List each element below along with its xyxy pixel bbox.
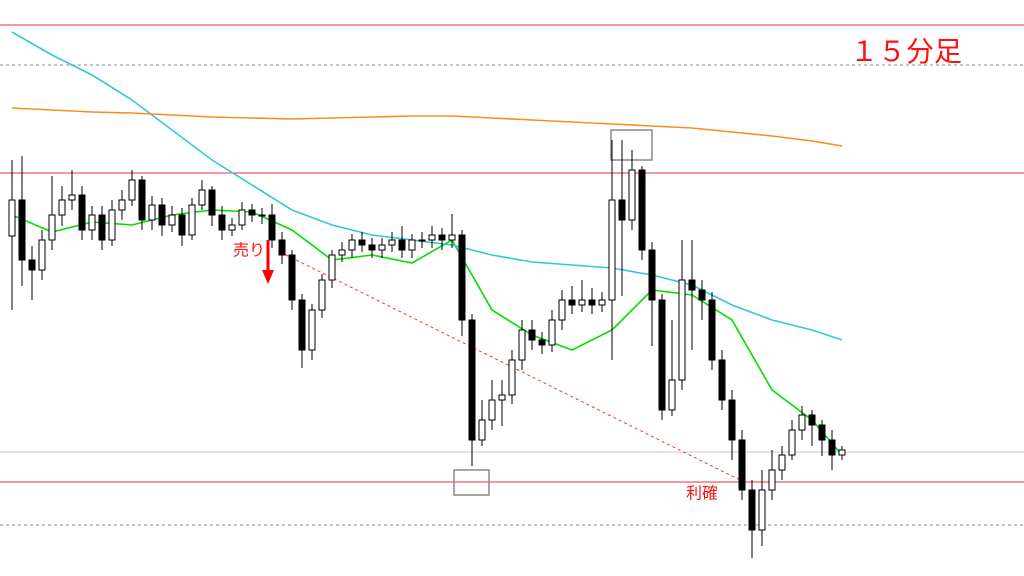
candle-body	[238, 209, 246, 226]
candle-body	[728, 399, 736, 441]
chart-title: １５分足	[850, 35, 962, 68]
candle-body	[708, 299, 716, 361]
candle-body	[498, 394, 506, 401]
candle-body	[138, 179, 146, 221]
candle-body	[88, 214, 96, 231]
moving-average	[11, 31, 843, 341]
candle-body	[558, 299, 566, 321]
candle-body	[778, 454, 786, 471]
candle-body	[188, 204, 196, 236]
levels	[0, 24, 1024, 526]
candle-body	[598, 299, 606, 306]
candle-body	[698, 289, 706, 301]
candle-body	[738, 439, 746, 491]
candle-body	[338, 249, 346, 256]
candle-body	[428, 234, 436, 241]
candle-body	[98, 214, 106, 241]
candle-body	[258, 214, 266, 217]
sell-label: 売り	[233, 241, 265, 260]
candle-body	[68, 194, 76, 201]
candle-body	[618, 199, 626, 221]
candle-body	[378, 244, 386, 251]
candle-body	[638, 169, 646, 251]
candle-body	[488, 399, 496, 421]
candle-body	[298, 299, 306, 351]
candle-body	[608, 199, 616, 301]
candle-body	[648, 249, 656, 301]
candle-body	[578, 299, 586, 306]
candle-body	[468, 319, 476, 441]
candle-body	[198, 189, 206, 206]
candle-body	[818, 424, 826, 441]
candle-body	[18, 199, 26, 261]
candle-body	[758, 489, 766, 531]
candle-body	[448, 234, 456, 241]
candle-body	[208, 189, 216, 216]
candle-body	[478, 419, 486, 441]
candle-body	[678, 279, 686, 381]
candle-body	[828, 439, 836, 456]
candle-body	[718, 359, 726, 401]
candle-body	[408, 239, 416, 251]
candle-body	[398, 239, 406, 251]
candle-body	[368, 244, 376, 251]
candle-body	[218, 214, 226, 231]
candle-body	[118, 199, 126, 211]
candle-body	[568, 299, 576, 306]
candle-body	[658, 299, 666, 411]
candle-body	[278, 239, 286, 256]
candle-body	[788, 429, 796, 456]
candle-body	[268, 214, 276, 241]
candle-body	[538, 339, 546, 346]
candle-body	[838, 449, 846, 456]
candle-body	[748, 489, 756, 531]
candle-body	[148, 204, 156, 221]
candle-body	[798, 414, 806, 431]
candle-body	[668, 379, 676, 411]
candle-body	[548, 319, 556, 346]
candle-body	[388, 239, 396, 246]
moving-averages	[11, 31, 843, 456]
candle-body	[808, 414, 816, 426]
sell-arrow-head	[262, 270, 274, 284]
candle-body	[318, 279, 326, 311]
candle-body	[78, 194, 86, 231]
moving-average	[11, 107, 843, 147]
candle-body	[28, 259, 36, 271]
candle-body	[128, 179, 136, 201]
candle-body	[358, 239, 366, 246]
candle-body	[628, 169, 636, 221]
candle-body	[688, 279, 696, 291]
candle-body	[48, 214, 56, 241]
candle-body	[38, 239, 46, 271]
candle-body	[518, 329, 526, 361]
take-profit-label: 利確	[686, 484, 718, 503]
candle-body	[158, 204, 166, 226]
candle-body	[328, 254, 336, 281]
candle-body	[108, 209, 116, 241]
candle-body	[178, 214, 186, 236]
candle-body	[228, 224, 236, 231]
candle-body	[528, 329, 536, 341]
candle-body	[438, 234, 446, 241]
candle-body	[348, 239, 356, 251]
candle-body	[418, 239, 426, 242]
candle-body	[508, 359, 516, 396]
candle-body	[288, 254, 296, 301]
candle-body	[308, 309, 316, 351]
candle-body	[168, 214, 176, 226]
trend-line	[279, 251, 741, 481]
candle-body	[58, 199, 66, 216]
candles	[8, 140, 846, 558]
candle-body	[458, 234, 466, 321]
moving-average	[11, 209, 843, 456]
candle-body	[8, 199, 16, 237]
candle-body	[588, 299, 596, 306]
candle-body	[768, 469, 776, 491]
candle-body	[248, 209, 256, 216]
low-box	[453, 469, 490, 496]
